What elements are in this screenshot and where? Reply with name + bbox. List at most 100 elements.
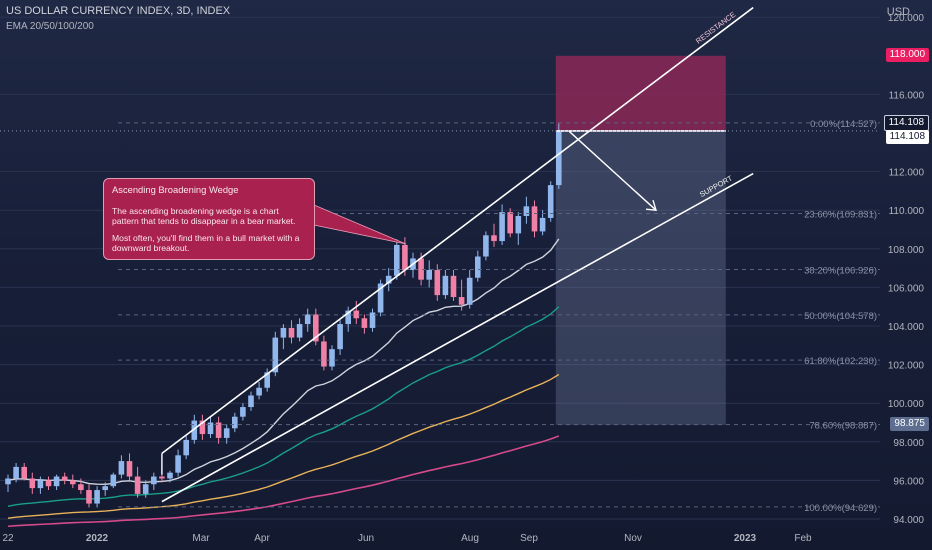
candle — [78, 478, 84, 494]
candle — [288, 320, 295, 344]
candle-body — [466, 277, 473, 305]
candle — [183, 436, 189, 460]
x-tick-label: Sep — [520, 533, 538, 544]
candle-body — [450, 275, 457, 298]
candle-body — [199, 420, 206, 435]
fib-level-label: 61.80%(102.230) — [804, 356, 877, 367]
candle-body — [280, 327, 287, 338]
candle-body — [523, 206, 530, 216]
candle — [547, 181, 554, 222]
candle — [256, 381, 262, 400]
candle — [151, 472, 157, 491]
support-line — [161, 172, 754, 503]
fib-level-label: 38.20%(106.926) — [804, 266, 877, 277]
candle-body — [232, 416, 238, 429]
target-price-badge: 118.000 — [885, 47, 929, 62]
candle — [515, 212, 522, 245]
candle-body — [175, 455, 181, 473]
resistance-label: RESISTANCE — [694, 10, 737, 46]
pattern-callout[interactable]: Ascending Broadening Wedge The ascending… — [103, 178, 315, 260]
candle — [329, 345, 335, 371]
candle-body — [264, 372, 270, 388]
candle-body — [110, 474, 117, 487]
y-tick-label: 110.000 — [889, 206, 925, 217]
candle — [434, 264, 441, 301]
candle-body — [5, 478, 11, 485]
candle — [499, 204, 505, 245]
x-tick-label: 22 — [2, 533, 14, 544]
y-tick-label: 120.000 — [888, 13, 925, 24]
stop-price-badge: 98.875 — [890, 416, 929, 431]
candle-body — [313, 314, 319, 342]
y-tick-label: 108.000 — [888, 245, 925, 256]
candle-body — [539, 217, 546, 232]
y-tick-label: 104.000 — [888, 322, 925, 333]
candle-body — [296, 324, 303, 338]
candle-body — [215, 422, 222, 438]
candle — [466, 270, 473, 309]
candle — [361, 314, 368, 334]
candle-body — [248, 395, 254, 408]
candle — [167, 470, 173, 483]
candle-body — [151, 476, 157, 485]
candle-body — [434, 270, 441, 296]
indicator-legend[interactable]: EMA 20/50/100/200 — [6, 21, 94, 32]
candle — [345, 306, 351, 332]
candle — [369, 308, 376, 332]
candle — [539, 210, 546, 236]
candle — [556, 123, 562, 189]
candle-body — [475, 256, 481, 278]
candle — [207, 416, 214, 438]
candle-body — [159, 476, 165, 479]
candle — [53, 474, 60, 491]
ema-100-line — [7, 373, 560, 519]
x-tick-label: 2023 — [734, 533, 757, 544]
x-tick-label: Mar — [192, 533, 210, 544]
candle-body — [118, 461, 125, 475]
fib-level-label: 78.60%(98.887) — [809, 421, 877, 432]
callout-text-2: Most often, you'll find them in a bull m… — [112, 232, 300, 254]
candle — [475, 250, 481, 282]
candle-body — [126, 461, 133, 477]
candle — [29, 472, 36, 494]
candle-body — [272, 337, 279, 373]
candle — [321, 335, 327, 371]
stop-zone — [555, 130, 726, 425]
candle-body — [556, 131, 562, 186]
candle-body — [304, 314, 311, 325]
x-tick-label: Apr — [254, 533, 270, 544]
candle-body — [37, 480, 44, 489]
candle-body — [499, 212, 505, 242]
candle — [304, 308, 311, 332]
candle-body — [377, 283, 384, 313]
candle-body — [385, 275, 392, 284]
candle — [377, 279, 384, 317]
candle-body — [442, 275, 449, 296]
candle — [110, 472, 117, 489]
candle-body — [70, 480, 76, 485]
candle — [240, 403, 246, 421]
candle — [232, 412, 238, 433]
candle-body — [256, 387, 262, 396]
projection-arrow — [568, 130, 657, 211]
candle-body — [78, 484, 84, 491]
candle-body — [483, 235, 489, 257]
y-tick-label: 112.000 — [889, 168, 925, 179]
candle-body — [402, 244, 408, 271]
candle-body — [426, 270, 432, 280]
candle-body — [29, 478, 36, 489]
candle-body — [94, 490, 100, 504]
candle-body — [288, 327, 295, 338]
y-tick-label: 106.000 — [888, 283, 925, 294]
x-tick-label: Feb — [794, 533, 812, 544]
candle — [337, 320, 343, 355]
candle-body — [53, 476, 60, 487]
callout-title: Ascending Broadening Wedge — [112, 184, 239, 195]
entry-price-badge: 114.108 — [885, 129, 929, 144]
candle-body — [191, 420, 198, 440]
candle — [223, 424, 230, 444]
candle — [491, 223, 497, 247]
candle — [70, 474, 76, 489]
fib-level-label: 100.00%(94.629) — [804, 503, 877, 514]
